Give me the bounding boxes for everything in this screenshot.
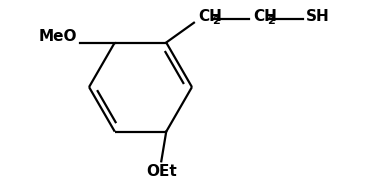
- Text: MeO: MeO: [39, 29, 77, 44]
- Text: CH: CH: [198, 9, 222, 24]
- Text: 2: 2: [267, 16, 275, 26]
- Text: CH: CH: [253, 9, 277, 24]
- Text: SH: SH: [306, 9, 330, 24]
- Text: 2: 2: [212, 16, 219, 26]
- Text: OEt: OEt: [146, 164, 177, 179]
